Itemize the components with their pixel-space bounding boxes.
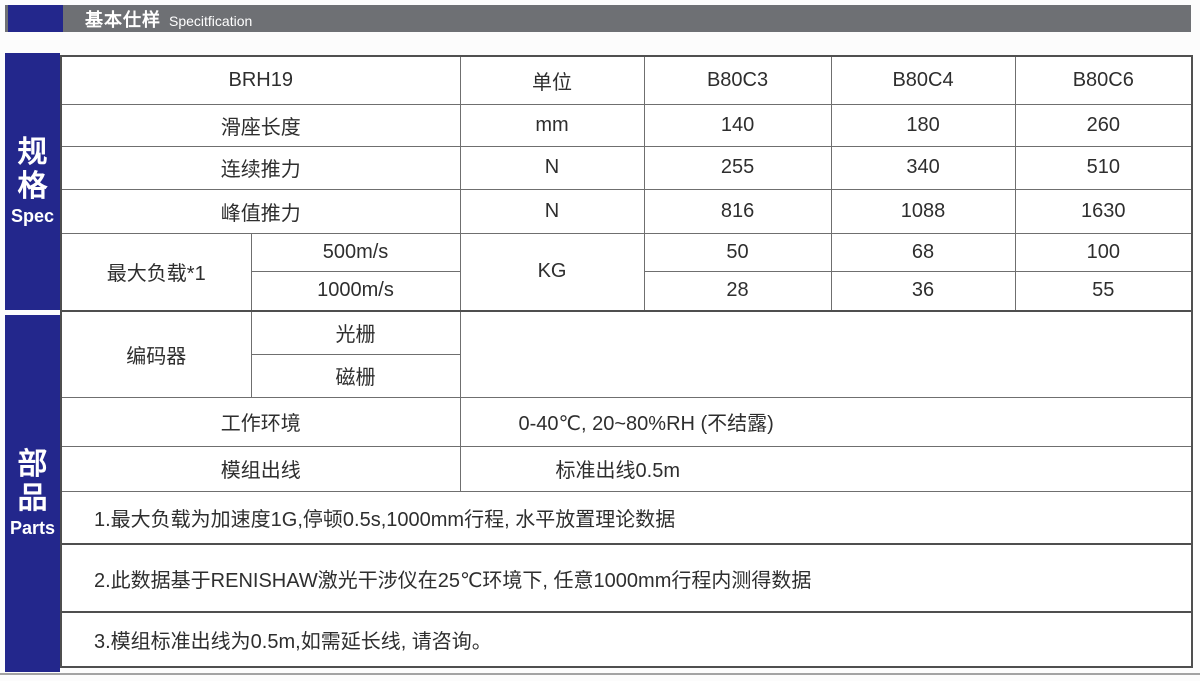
section-header-bar: 基本仕样 Specitfication — [5, 5, 1191, 32]
table-row-max-load-500: 最大负载*1 500m/s KG 50 68 100 — [60, 232, 1193, 312]
page-title-zh: 基本仕样 — [85, 9, 161, 30]
page-title: 基本仕样 Specitfication — [85, 6, 252, 32]
cell-value: 50 — [643, 232, 832, 272]
table-row-slider-length: 滑座长度 mm 140 180 260 — [60, 103, 1193, 147]
table-row-peak-thrust: 峰值推力 N 816 1088 1630 — [60, 188, 1193, 234]
table-row-continuous-thrust: 连续推力 N 255 340 510 — [60, 145, 1193, 190]
cell-value: 55 — [1014, 270, 1193, 312]
cell-unit: N — [459, 145, 645, 190]
table-row-max-load-1000: 1000m/s 28 36 55 — [61, 270, 1193, 312]
cell-value: 816 — [643, 188, 832, 234]
cell-model-b80c3: B80C3 — [643, 55, 832, 105]
table-row-encoder-magnetic: 磁栅 — [61, 353, 1192, 398]
cell-value: 510 — [1014, 145, 1193, 190]
cell-value: 1630 — [1014, 188, 1193, 234]
cell-model-b80c4: B80C4 — [830, 55, 1016, 105]
note-text-2: 2.此数据基于RENISHAW激光干涉仪在25℃环境下, 任意1000mm行程内… — [60, 543, 1193, 613]
cell-environment-label: 工作环境 — [60, 396, 461, 447]
cell-unit: N — [459, 188, 645, 234]
cell-max-load-label: 最大负载*1 — [60, 232, 252, 312]
table-row-header: BRH19 单位 B80C3 B80C4 B80C6 — [60, 55, 1193, 105]
cell-unit-header: 单位 — [459, 55, 645, 105]
cell-model-b80c6: B80C6 — [1014, 55, 1193, 105]
cell-encoder-empty — [459, 310, 1193, 398]
table-row-note-3: 3.模组标准出线为0.5m,如需延长线, 请咨询。 — [60, 611, 1193, 668]
cell-row-label: 峰值推力 — [60, 188, 461, 234]
note-text-3: 3.模组标准出线为0.5m,如需延长线, 请咨询。 — [60, 611, 1193, 668]
sidebar-parts-label-en: Parts — [9, 518, 56, 538]
cell-value: 100 — [1014, 232, 1193, 272]
cell-value: 340 — [830, 145, 1016, 190]
cell-value: 180 — [830, 103, 1016, 147]
sidebar-spec-label-zh: 规格 — [17, 136, 48, 203]
table-row-note-1: 1.最大负载为加速度1G,停顿0.5s,1000mm行程, 水平放置理论数据 — [60, 490, 1193, 545]
cell-cable-value: 标准出线0.5m — [459, 445, 1193, 492]
cell-encoder-type: 磁栅 — [250, 353, 461, 398]
specification-table: BRH19 单位 B80C3 B80C4 B80C6 滑座长度 mm 140 1… — [60, 55, 1194, 668]
cell-encoder-label: 编码器 — [60, 310, 252, 398]
cell-encoder-type: 光栅 — [250, 310, 461, 355]
sidebar-spec-label-en: Spec — [10, 206, 55, 226]
cell-speed-label: 1000m/s — [250, 270, 461, 312]
cell-value: 255 — [643, 145, 832, 190]
cell-value: 36 — [830, 270, 1016, 312]
table-row-environment: 工作环境 0-40℃, 20~80%RH (不结露) — [60, 396, 1193, 447]
note-text-1: 1.最大负载为加速度1G,停顿0.5s,1000mm行程, 水平放置理论数据 — [60, 490, 1193, 545]
cell-value: 68 — [830, 232, 1016, 272]
sidebar-parts-label-zh: 部品 — [17, 448, 48, 515]
cell-speed-label: 500m/s — [250, 232, 461, 272]
page-title-en: Specitfication — [169, 12, 253, 29]
bottom-divider — [0, 673, 1200, 675]
cell-value: 140 — [643, 103, 832, 147]
sidebar-section-parts: 部品 Parts — [5, 315, 60, 672]
cell-value: 260 — [1014, 103, 1193, 147]
cell-environment-value: 0-40℃, 20~80%RH (不结露) — [459, 396, 1193, 447]
cell-value: 1088 — [830, 188, 1016, 234]
cell-row-label: 连续推力 — [60, 145, 461, 190]
table-row-encoder-optical: 编码器 光栅 — [60, 310, 1193, 398]
cell-max-load-unit: KG — [459, 232, 645, 312]
table-row-note-2: 2.此数据基于RENISHAW激光干涉仪在25℃环境下, 任意1000mm行程内… — [60, 543, 1193, 613]
cell-product-name: BRH19 — [60, 55, 461, 105]
cell-cable-label: 模组出线 — [60, 445, 461, 492]
sidebar-section-spec: 规格 Spec — [5, 53, 60, 310]
cell-value: 28 — [643, 270, 832, 312]
table-row-cable: 模组出线 标准出线0.5m — [60, 445, 1193, 492]
cell-row-label: 滑座长度 — [60, 103, 461, 147]
cell-unit: mm — [459, 103, 645, 147]
accent-square — [8, 5, 63, 32]
